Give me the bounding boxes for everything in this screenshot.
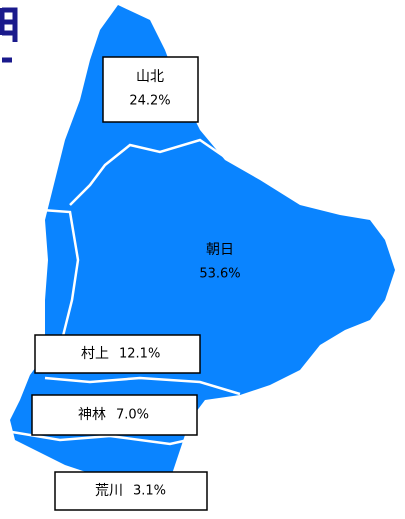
label-box [34,334,201,374]
region-name: 神林 [78,407,106,423]
region-value: 3.1% [133,484,166,499]
label-box [54,471,208,511]
region-name: 朝日 [206,242,234,258]
region-value: 12.1% [119,347,160,362]
boundaries [11,138,241,446]
label-box [31,394,198,436]
region-value: 53.6% [199,267,240,282]
region-value: 7.0% [116,408,149,423]
region-value: 24.2% [129,94,170,109]
region-name: 荒川 [95,483,123,499]
title-fragment [0,7,18,63]
region-label: 神林 7.0% [31,394,198,436]
region-label: 山北 24.2% [102,56,199,123]
region-label: 村上 12.1% [34,334,201,374]
region-label: 朝日 53.6% [199,242,240,282]
region-label: 荒川 3.1% [54,471,208,511]
region-name: 村上 [81,346,109,362]
label-box [102,56,199,123]
region-name: 山北 [136,69,164,85]
